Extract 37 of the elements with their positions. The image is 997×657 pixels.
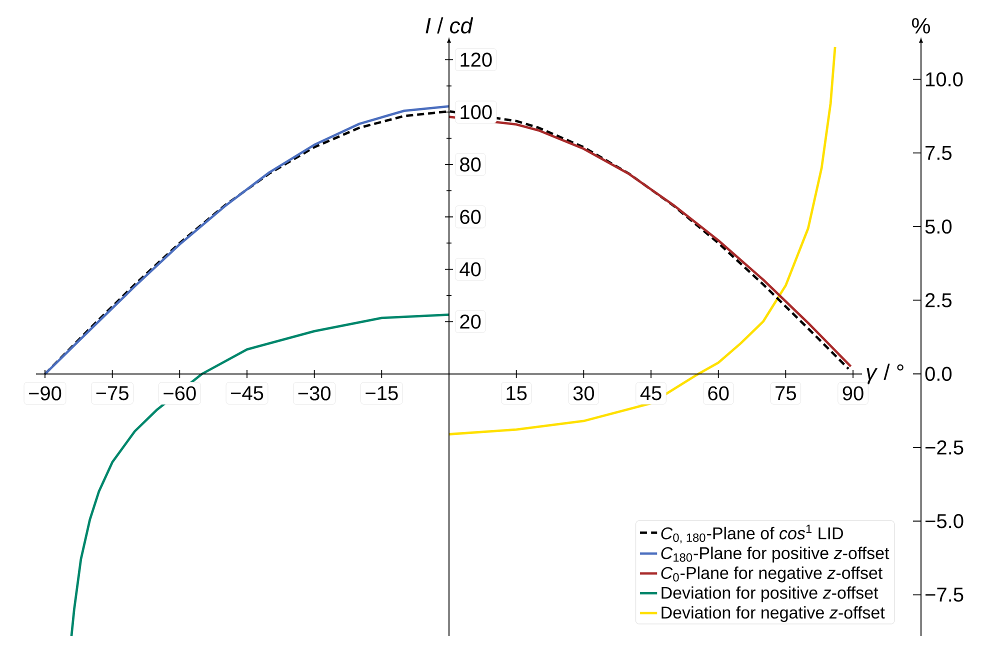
y2-tick-label: −2.5: [926, 440, 964, 455]
line-series: [448, 46, 836, 436]
x-tick-label: 30: [573, 386, 594, 400]
y2-tick-label: −7.5: [926, 588, 964, 602]
line-series: [70, 313, 450, 638]
y2-tick-label: 5.0: [925, 220, 952, 234]
y2-tick-label: 7.5: [926, 146, 952, 160]
legend-label: C$_{180}$-Plane for positive z-offset: [661, 546, 890, 563]
x-tick-label: −45: [231, 386, 264, 400]
line-series: [44, 105, 450, 376]
y2-tick-label: 0.0: [925, 366, 952, 381]
x-tick-label: 60: [708, 386, 729, 400]
x-tick-label: −60: [164, 386, 196, 400]
x-tick-label: 75: [776, 386, 796, 400]
y2-tick-label: −5.0: [926, 514, 964, 528]
y-tick-label: 100: [460, 105, 492, 120]
x-tick-label: −75: [96, 386, 128, 400]
y-axis-title: I / cd: [426, 17, 474, 34]
legend-label: C$_{0, 180}$-Plane of cos$^{1}$ LID: [661, 524, 843, 544]
y-tick-label: 80: [460, 157, 481, 172]
y-tick-label: 20: [460, 314, 481, 329]
y2-tick-label: 2.5: [926, 293, 952, 308]
x-tick-label: −15: [366, 386, 398, 400]
x-tick-label: 45: [640, 386, 662, 400]
x-axis-title: γ / °: [866, 364, 904, 384]
y2-axis-title: %: [912, 18, 930, 34]
y-tick-label: 40: [460, 262, 481, 276]
x-tick-label: −90: [29, 386, 62, 400]
legend-label: C$_{0}$-Plane for negative z-offset: [661, 566, 883, 582]
legend-label: Deviation for negative z-offset: [662, 606, 885, 622]
y-tick-label: 60: [460, 210, 481, 224]
legend-label: Deviation for positive z-offset: [662, 586, 878, 602]
y2-tick-label: 10.0: [926, 72, 963, 86]
x-tick-label: 15: [506, 386, 527, 400]
y-tick-label: 120: [460, 52, 492, 67]
x-tick-label: −30: [298, 386, 330, 400]
x-tick-label: 90: [842, 386, 864, 400]
